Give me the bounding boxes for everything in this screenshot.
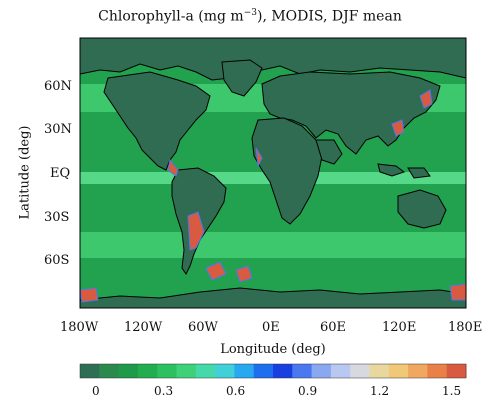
land-indonesia [377,163,431,179]
title-prefix: Chlorophyll-a (mg m [98,8,244,25]
colorbar-swatch [80,364,100,378]
x-tick-label: 120E [382,320,417,335]
colorbar-tick-label: 0.3 [154,384,174,398]
colorbar-swatch [157,364,177,378]
colorbar-swatch [446,364,467,378]
colorbar-swatch [215,364,235,378]
land-greenland [221,59,263,97]
colorbar-swatch [234,364,255,378]
x-tick-label: 60E [320,320,347,335]
land-arabia [315,139,343,165]
map-title: Chlorophyll-a (mg m−3), MODIS, DJF mean [0,8,500,25]
colorbar-swatch [253,364,274,378]
ocean-band-southern [80,232,466,258]
y-tick-label: 60S [44,253,70,268]
y-tick-label: 30S [44,210,70,225]
colorbar-swatch [350,364,370,378]
x-tick-label: 60W [188,320,218,335]
x-tick-label: 120W [124,320,163,335]
y-axis-label: Latitude (deg) [17,125,33,220]
colorbar-swatch [388,364,409,378]
colorbar [80,364,467,378]
colorbar-swatch [427,364,448,378]
land-australia [397,189,447,229]
colorbar-swatch [118,364,139,378]
x-tick-label: 0E [262,320,280,335]
map-frame [79,37,467,309]
colorbar-swatch [311,364,332,378]
colorbar-swatch [99,364,120,378]
colorbar-swatch [273,364,293,378]
y-tick-label: 30N [44,122,72,137]
x-tick-label: 180W [60,320,99,335]
x-axis-label: Longitude (deg) [220,342,326,357]
colorbar-tick-label: 1.5 [442,384,462,398]
map-area [80,38,466,308]
colorbar-swatch [292,364,313,378]
title-superscript: −3 [243,8,257,18]
colorbar-swatch [330,364,351,378]
colorbar-tick-label: 0 [92,384,100,398]
colorbar-swatch [176,364,197,378]
colorbar-tick-label: 1.2 [370,384,390,398]
colorbar-tick-label: 0.9 [298,384,318,398]
title-suffix: ), MODIS, DJF mean [256,8,402,25]
y-tick-label: 60N [44,79,72,94]
colorbar-swatch [369,364,390,378]
land-antarctica [80,287,466,308]
colorbar-tick-label: 0.6 [226,384,246,398]
coastal-high-chlorophyll [80,89,466,303]
colorbar-swatch [195,364,216,378]
colorbar-swatch [137,364,158,378]
x-tick-label: 180E [448,320,483,335]
colorbar-swatch [408,364,428,378]
y-tick-label: EQ [50,166,71,181]
colorbar-frame [79,363,467,379]
